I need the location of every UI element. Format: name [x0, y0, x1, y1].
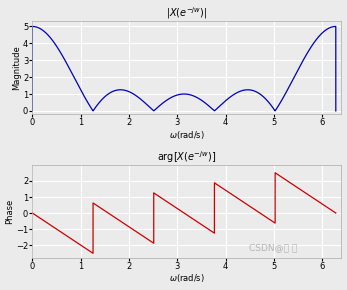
X-axis label: $\omega$(rad/s): $\omega$(rad/s): [169, 129, 205, 141]
Title: $|X(e^{-jw})|$: $|X(e^{-jw})|$: [166, 6, 208, 21]
Y-axis label: Phase: Phase: [6, 199, 15, 224]
X-axis label: $\omega$(rad/s): $\omega$(rad/s): [169, 272, 205, 284]
Text: CSDN@沉 柒: CSDN@沉 柒: [249, 244, 297, 253]
Y-axis label: Magnitude: Magnitude: [12, 46, 22, 90]
Title: $\arg[X(e^{-jw})]$: $\arg[X(e^{-jw})]$: [157, 149, 217, 165]
